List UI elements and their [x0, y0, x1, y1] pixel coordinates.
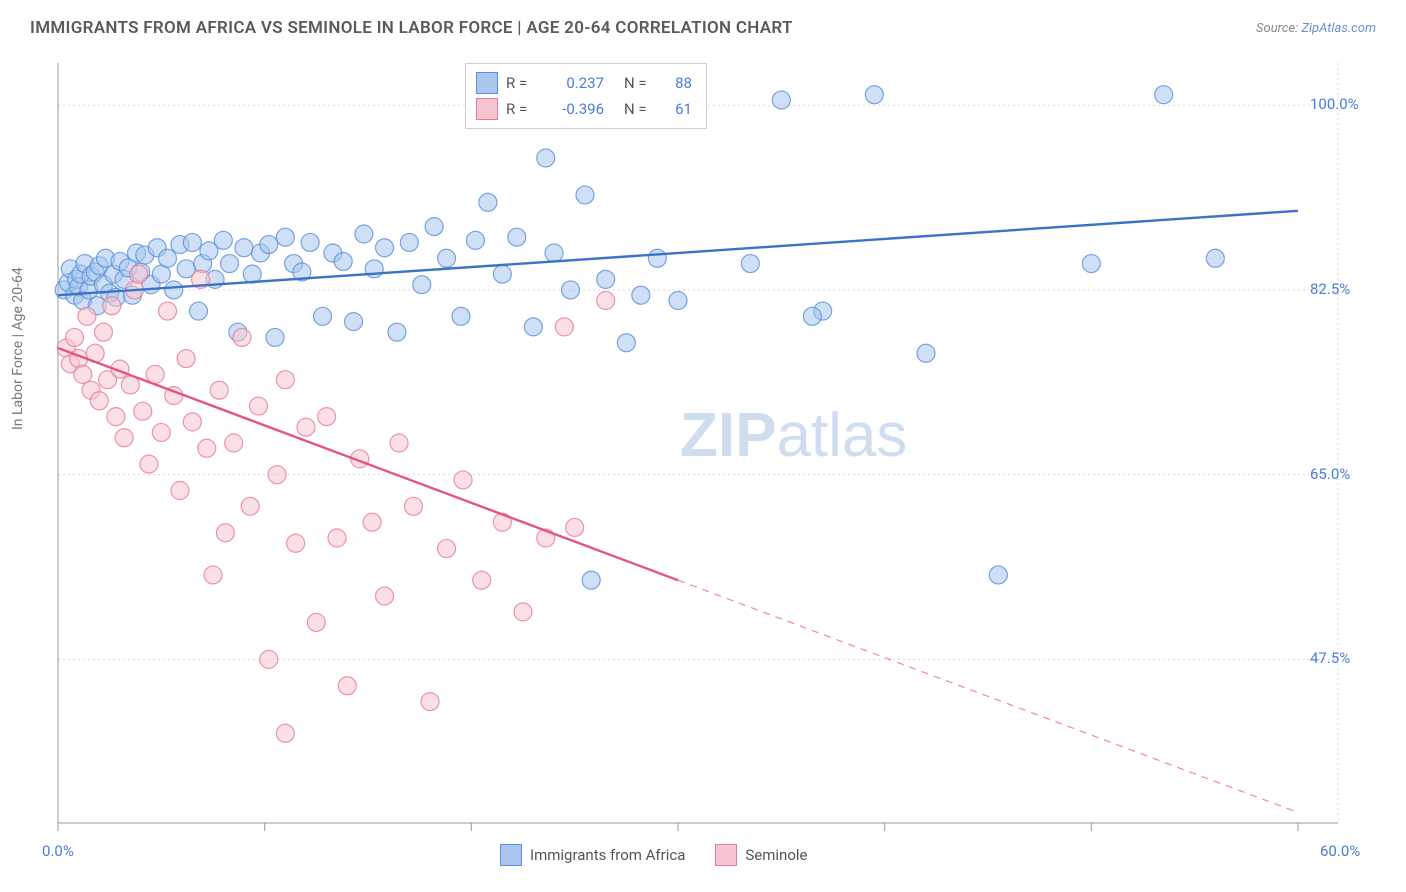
- legend-swatch: [476, 98, 498, 120]
- y-tick-label: 100.0%: [1310, 95, 1359, 113]
- legend-row: R =0.237N =88: [476, 70, 692, 96]
- x-axis-max-label: 60.0%: [1320, 842, 1360, 860]
- correlation-legend: R =0.237N =88R =-0.396N =61: [465, 63, 707, 129]
- y-tick-label: 65.0%: [1310, 465, 1350, 483]
- y-tick-label: 47.5%: [1310, 649, 1350, 667]
- y-tick-label: 82.5%: [1310, 280, 1350, 298]
- legend-row: R =-0.396N =61: [476, 96, 692, 122]
- chart-title: IMMIGRANTS FROM AFRICA VS SEMINOLE IN LA…: [30, 18, 793, 38]
- x-axis-min-label: 0.0%: [42, 842, 74, 860]
- source-link[interactable]: ZipAtlas.com: [1301, 21, 1376, 36]
- y-axis-label: In Labor Force | Age 20-64: [10, 267, 26, 430]
- series-legend: Immigrants from Africa Seminole: [500, 844, 808, 866]
- legend-swatch: [715, 844, 737, 866]
- legend-item: Immigrants from Africa: [500, 844, 685, 866]
- chart-area: [50, 55, 1350, 825]
- source-credit: Source: ZipAtlas.com: [1256, 21, 1376, 36]
- legend-item: Seminole: [715, 844, 807, 866]
- legend-swatch: [500, 844, 522, 866]
- legend-swatch: [476, 72, 498, 94]
